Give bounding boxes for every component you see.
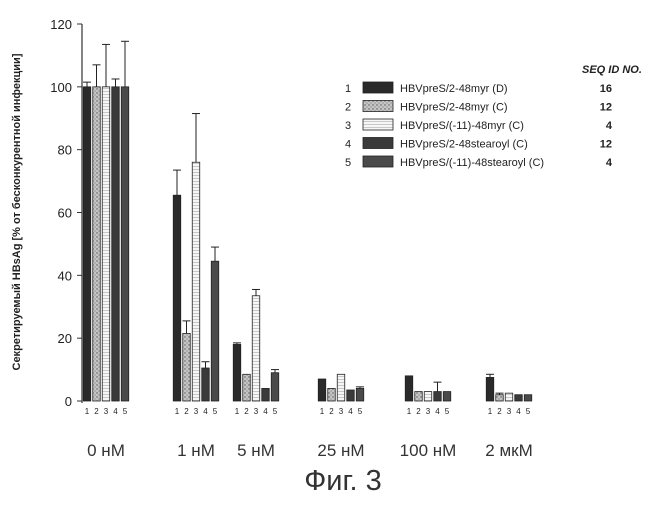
bar-series-3-group-5 [424,392,432,401]
bar-series-4-group-1 [112,87,120,401]
category-label: 100 нМ [400,441,457,460]
legend-label: HBVpreS/(-11)-48stearoyl (C) [400,157,544,169]
legend-number: 4 [345,139,351,151]
bar-series-3-group-4 [337,374,345,401]
legend-swatch [363,82,393,93]
bar-sublabel: 5 [213,407,218,416]
bar-sublabel: 1 [175,407,180,416]
bar-sublabel: 5 [526,407,531,416]
bar-series-4-group-5 [434,392,442,401]
bar-series-4-group-2 [202,368,210,401]
bar-series-3-group-3 [252,296,260,401]
y-tick-label: 20 [58,331,72,346]
bar-series-2-group-5 [415,392,423,401]
y-tick-label: 40 [58,268,72,283]
bar-sublabel: 4 [263,407,268,416]
bar-sublabel: 3 [507,407,512,416]
bar-sublabel: 4 [203,407,208,416]
y-tick-label: 80 [58,143,72,158]
bar-series-1-group-6 [486,377,494,401]
bar-sublabel: 4 [348,407,353,416]
bar-sublabel: 1 [407,407,412,416]
category-label: 0 нМ [87,441,125,460]
y-tick-label: 60 [58,206,72,221]
bar-sublabel: 1 [235,407,240,416]
bar-sublabel: 5 [358,407,363,416]
bar-sublabel: 1 [320,407,325,416]
legend-label: HBVpreS/2-48myr (D) [400,83,508,95]
figure-caption: Фиг. 3 [304,465,382,497]
bar-series-2-group-2 [183,333,191,401]
bar-sublabel: 4 [516,407,521,416]
seq-id-header: SEQ ID NO. [582,64,642,76]
legend-label: HBVpreS/(-11)-48myr (C) [400,120,524,132]
category-label: 2 мкМ [485,441,532,460]
legend-swatch [363,119,393,130]
bar-sublabel: 2 [329,407,334,416]
bar-series-1-group-2 [173,195,181,401]
bar-series-5-group-3 [271,373,279,401]
bar-sublabel: 2 [497,407,502,416]
bar-series-3-group-1 [102,87,110,401]
legend-number: 3 [345,120,351,132]
bar-sublabel: 1 [85,407,90,416]
bar-sublabel: 2 [416,407,421,416]
bar-series-5-group-4 [356,388,364,401]
bar-sublabel: 1 [488,407,493,416]
bar-sublabel: 3 [254,407,259,416]
bar-series-5-group-1 [121,87,129,401]
bar-series-2-group-1 [93,87,101,401]
bar-series-4-group-3 [262,388,270,401]
bar-series-1-group-3 [233,344,241,401]
legend-seq-id: 12 [600,139,612,151]
legend-number: 1 [345,83,351,95]
bar-sublabel: 2 [94,407,99,416]
bar-sublabel: 2 [244,407,249,416]
bar-sublabel: 5 [123,407,128,416]
bar-series-5-group-2 [211,261,219,401]
y-tick-label: 120 [50,17,72,32]
bar-series-4-group-4 [347,390,355,401]
legend-label: HBVpreS/2-48stearoyl (C) [400,139,528,151]
bar-sublabel: 3 [339,407,344,416]
legend-swatch [363,156,393,167]
legend-number: 2 [345,102,351,114]
bar-series-5-group-6 [524,395,532,401]
y-tick-label: 100 [50,80,72,95]
bar-sublabel: 5 [273,407,278,416]
legend-number: 5 [345,157,351,169]
bar-sublabel: 2 [184,407,189,416]
bar-sublabel: 4 [113,407,118,416]
category-label: 5 нМ [237,441,275,460]
bar-series-3-group-6 [505,393,513,401]
bar-series-3-group-2 [192,162,200,401]
category-label: 1 нМ [177,441,215,460]
bar-sublabel: 3 [426,407,431,416]
bar-series-1-group-1 [83,87,91,401]
bar-series-4-group-6 [515,395,523,401]
legend-swatch [363,138,393,149]
bar-series-5-group-5 [443,392,451,401]
legend-seq-id: 4 [606,157,613,169]
bar-series-2-group-3 [243,374,251,401]
bar-sublabel: 3 [194,407,199,416]
legend-seq-id: 12 [600,102,612,114]
bar-series-1-group-5 [405,376,413,401]
y-axis-label: Секретируемый HBsAg [% от бесконкурентно… [11,53,23,370]
bar-sublabel: 4 [435,407,440,416]
legend-seq-id: 4 [606,120,613,132]
legend-seq-id: 16 [600,83,612,95]
bar-series-2-group-6 [496,395,504,401]
legend-label: HBVpreS/2-48myr (C) [400,102,508,114]
y-tick-label: 0 [65,394,72,409]
bar-series-2-group-4 [328,388,336,401]
bar-sublabel: 5 [445,407,450,416]
legend-swatch [363,101,393,112]
bar-sublabel: 3 [104,407,109,416]
category-label: 25 нМ [317,441,364,460]
bar-series-1-group-4 [318,379,326,401]
